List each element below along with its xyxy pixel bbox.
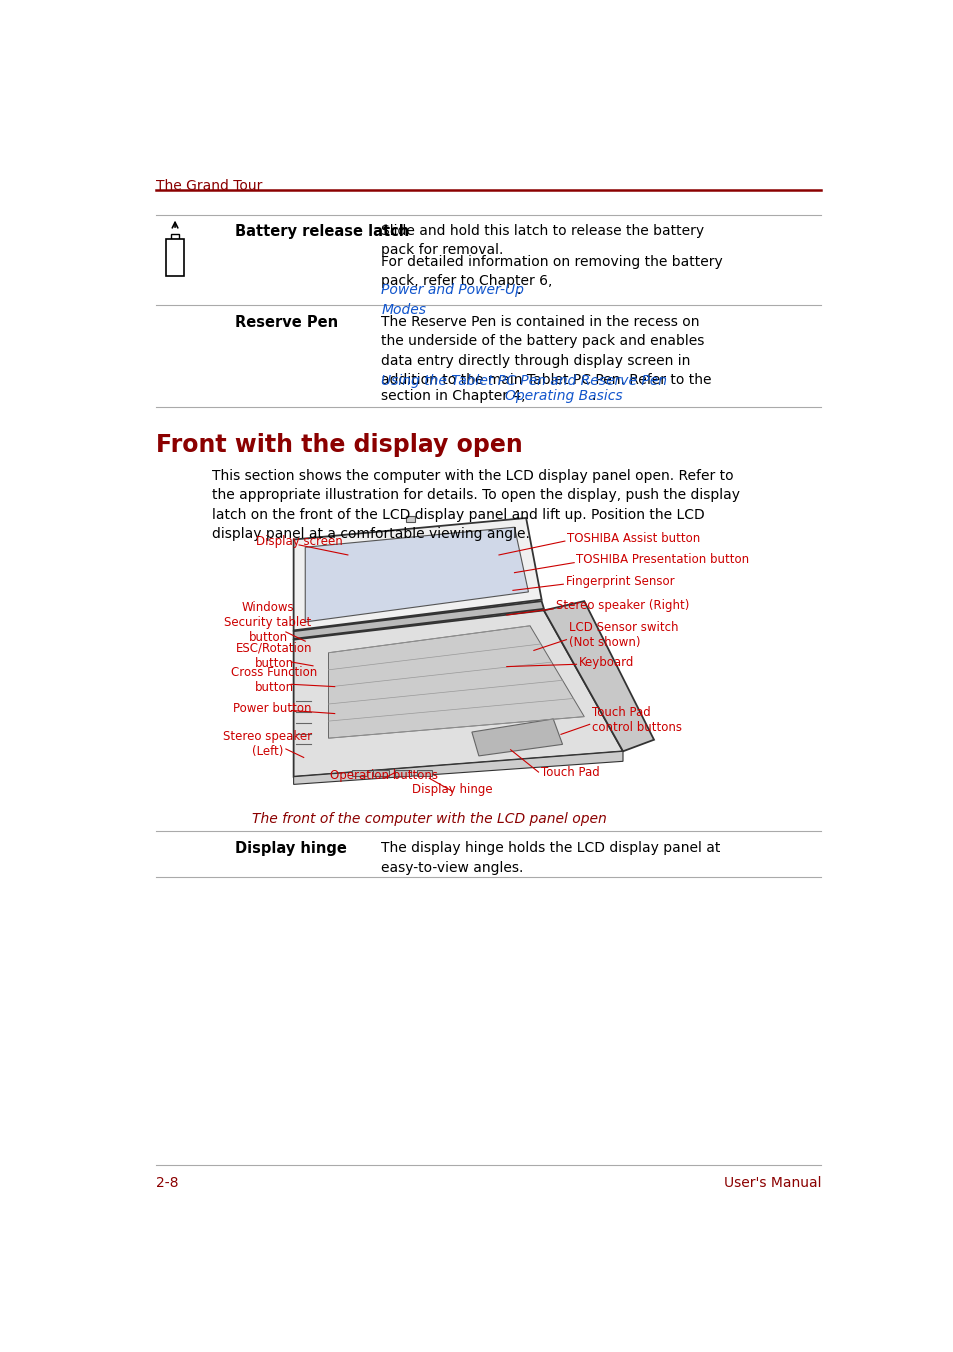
- Bar: [171, 234, 179, 239]
- Bar: [166, 239, 184, 276]
- Bar: [352, 769, 367, 776]
- Text: The display hinge holds the LCD display panel at
easy-to-view angles.: The display hinge holds the LCD display …: [381, 841, 720, 875]
- Text: LCD Sensor switch
(Not shown): LCD Sensor switch (Not shown): [568, 621, 678, 649]
- Text: ESC/Rotation
button: ESC/Rotation button: [235, 642, 313, 669]
- Text: Power button: Power button: [233, 703, 312, 715]
- Polygon shape: [328, 626, 583, 738]
- Text: Operating Basics: Operating Basics: [505, 388, 622, 403]
- Text: Touch Pad: Touch Pad: [540, 767, 599, 779]
- Text: User's Manual: User's Manual: [723, 1176, 821, 1190]
- Text: Display hinge: Display hinge: [412, 783, 493, 795]
- Text: Keyboard: Keyboard: [578, 656, 634, 669]
- Text: .: .: [592, 388, 596, 403]
- Text: TOSHIBA Presentation button: TOSHIBA Presentation button: [576, 553, 749, 566]
- Polygon shape: [294, 610, 622, 776]
- Polygon shape: [543, 602, 654, 752]
- Text: Power and Power-Up
Modes: Power and Power-Up Modes: [381, 283, 523, 316]
- Text: The front of the computer with the LCD panel open: The front of the computer with the LCD p…: [252, 813, 606, 826]
- Polygon shape: [294, 602, 543, 639]
- Text: Stereo speaker
(Left): Stereo speaker (Left): [223, 730, 313, 757]
- Text: Stereo speaker (Right): Stereo speaker (Right): [555, 599, 688, 612]
- Bar: [395, 769, 410, 776]
- Polygon shape: [472, 719, 562, 756]
- Text: Slide and hold this latch to release the battery
pack for removal.: Slide and hold this latch to release the…: [381, 224, 703, 257]
- Text: Front with the display open: Front with the display open: [156, 433, 522, 457]
- Text: The Reserve Pen is contained in the recess on
the underside of the battery pack : The Reserve Pen is contained in the rece…: [381, 315, 711, 387]
- Text: Fingerprint Sensor: Fingerprint Sensor: [565, 575, 674, 588]
- Text: Display screen: Display screen: [255, 534, 342, 548]
- Text: Windows
Security tablet
button: Windows Security tablet button: [224, 602, 312, 644]
- Text: Touch Pad
control buttons: Touch Pad control buttons: [592, 707, 681, 734]
- Text: .: .: [517, 283, 520, 297]
- Text: Using the Tablet PC Pen and Reserve Pen: Using the Tablet PC Pen and Reserve Pen: [381, 375, 666, 388]
- Polygon shape: [294, 518, 541, 630]
- Text: Battery release latch: Battery release latch: [235, 224, 410, 239]
- Text: Operation buttons: Operation buttons: [330, 769, 437, 781]
- Text: section in Chapter 4,: section in Chapter 4,: [381, 388, 530, 403]
- Text: Reserve Pen: Reserve Pen: [235, 315, 338, 330]
- Bar: [406, 515, 415, 522]
- Polygon shape: [305, 527, 528, 622]
- Bar: [373, 769, 389, 776]
- Text: 2-8: 2-8: [156, 1176, 179, 1190]
- Text: This section shows the computer with the LCD display panel open. Refer to
the ap: This section shows the computer with the…: [212, 469, 740, 541]
- Text: The Grand Tour: The Grand Tour: [156, 180, 262, 193]
- Text: For detailed information on removing the battery
pack, refer to Chapter 6,: For detailed information on removing the…: [381, 254, 722, 288]
- Polygon shape: [294, 752, 622, 784]
- Bar: [416, 769, 432, 776]
- Text: Display hinge: Display hinge: [235, 841, 347, 856]
- Text: Cross Function
button: Cross Function button: [231, 665, 317, 694]
- Text: TOSHIBA Assist button: TOSHIBA Assist button: [567, 533, 700, 545]
